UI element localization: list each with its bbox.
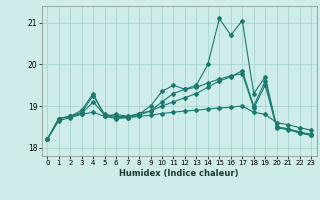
X-axis label: Humidex (Indice chaleur): Humidex (Indice chaleur) (119, 169, 239, 178)
